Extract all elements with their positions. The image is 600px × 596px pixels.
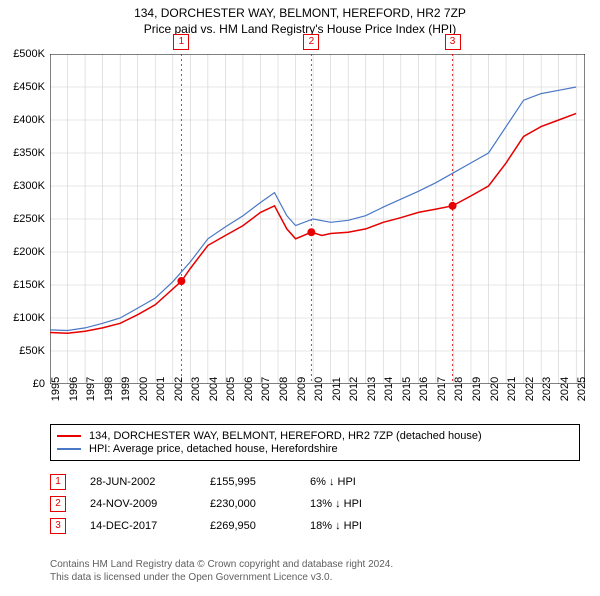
ytick-label: £250K: [0, 213, 45, 225]
xtick-label: 2021: [506, 377, 518, 401]
price-marker: 1: [50, 474, 66, 490]
xtick-label: 2020: [489, 377, 501, 401]
price-row: 2 24-NOV-2009£230,00013% ↓ HPI: [50, 496, 580, 512]
ytick-label: £500K: [0, 48, 45, 60]
xtick-label: 2019: [471, 377, 483, 401]
xtick-label: 1999: [120, 377, 132, 401]
ytick-label: £100K: [0, 312, 45, 324]
xtick-label: 2007: [260, 377, 272, 401]
xtick-label: 2024: [559, 377, 571, 401]
chart-svg: [50, 54, 585, 384]
price-date: 28-JUN-2002: [90, 476, 210, 488]
sale-marker-box: 1: [173, 34, 189, 50]
xtick-label: 2022: [524, 377, 536, 401]
legend-row: HPI: Average price, detached house, Here…: [57, 443, 573, 455]
footer: Contains HM Land Registry data © Crown c…: [50, 558, 393, 584]
xtick-label: 2013: [366, 377, 378, 401]
xtick-label: 2000: [138, 377, 150, 401]
xtick-label: 2014: [383, 377, 395, 401]
price-amount: £230,000: [210, 498, 310, 510]
price-pct: 6% ↓ HPI: [310, 476, 430, 488]
legend-row: 134, DORCHESTER WAY, BELMONT, HEREFORD, …: [57, 430, 573, 442]
xtick-label: 2001: [155, 377, 167, 401]
chart-subtitle: Price paid vs. HM Land Registry's House …: [0, 22, 600, 36]
ytick-label: £150K: [0, 279, 45, 291]
xtick-label: 2008: [278, 377, 290, 401]
price-table: 1 28-JUN-2002£155,9956% ↓ HPI 2 24-NOV-2009…: [50, 468, 580, 540]
xtick-label: 2003: [190, 377, 202, 401]
xtick-label: 2002: [173, 377, 185, 401]
price-date: 14-DEC-2017: [90, 520, 210, 532]
price-pct: 13% ↓ HPI: [310, 498, 430, 510]
xtick-label: 1996: [68, 377, 80, 401]
xtick-label: 2006: [243, 377, 255, 401]
xtick-label: 2018: [453, 377, 465, 401]
xtick-label: 2012: [348, 377, 360, 401]
ytick-label: £400K: [0, 114, 45, 126]
xtick-label: 2010: [313, 377, 325, 401]
price-amount: £269,950: [210, 520, 310, 532]
footer-line2: This data is licensed under the Open Gov…: [50, 571, 393, 584]
xtick-label: 2015: [401, 377, 413, 401]
xtick-label: 1997: [85, 377, 97, 401]
legend-label: HPI: Average price, detached house, Here…: [89, 443, 338, 455]
price-row: 3 14-DEC-2017£269,95018% ↓ HPI: [50, 518, 580, 534]
footer-line1: Contains HM Land Registry data © Crown c…: [50, 558, 393, 571]
legend: 134, DORCHESTER WAY, BELMONT, HEREFORD, …: [50, 424, 580, 461]
xtick-label: 2017: [436, 377, 448, 401]
sale-marker-box: 2: [303, 34, 319, 50]
xtick-label: 2009: [296, 377, 308, 401]
price-pct: 18% ↓ HPI: [310, 520, 430, 532]
ytick-label: £200K: [0, 246, 45, 258]
price-row: 1 28-JUN-2002£155,9956% ↓ HPI: [50, 474, 580, 490]
ytick-label: £50K: [0, 345, 45, 357]
legend-swatch: [57, 435, 81, 437]
xtick-label: 1995: [50, 377, 62, 401]
ytick-label: £450K: [0, 81, 45, 93]
xtick-label: 1998: [103, 377, 115, 401]
ytick-label: £300K: [0, 180, 45, 192]
xtick-label: 2023: [541, 377, 553, 401]
price-marker: 3: [50, 518, 66, 534]
chart-title: 134, DORCHESTER WAY, BELMONT, HEREFORD, …: [0, 6, 600, 20]
sale-marker-box: 3: [445, 34, 461, 50]
xtick-label: 2005: [225, 377, 237, 401]
chart-area: £0£50K£100K£150K£200K£250K£300K£350K£400…: [50, 54, 585, 384]
xtick-label: 2016: [418, 377, 430, 401]
price-marker: 2: [50, 496, 66, 512]
legend-label: 134, DORCHESTER WAY, BELMONT, HEREFORD, …: [89, 430, 482, 442]
price-amount: £155,995: [210, 476, 310, 488]
price-date: 24-NOV-2009: [90, 498, 210, 510]
chart-container: 134, DORCHESTER WAY, BELMONT, HEREFORD, …: [0, 6, 600, 596]
xtick-label: 2004: [208, 377, 220, 401]
xtick-label: 2025: [576, 377, 588, 401]
legend-swatch: [57, 448, 81, 450]
xtick-label: 2011: [331, 377, 343, 401]
ytick-label: £350K: [0, 147, 45, 159]
ytick-label: £0: [0, 378, 45, 390]
